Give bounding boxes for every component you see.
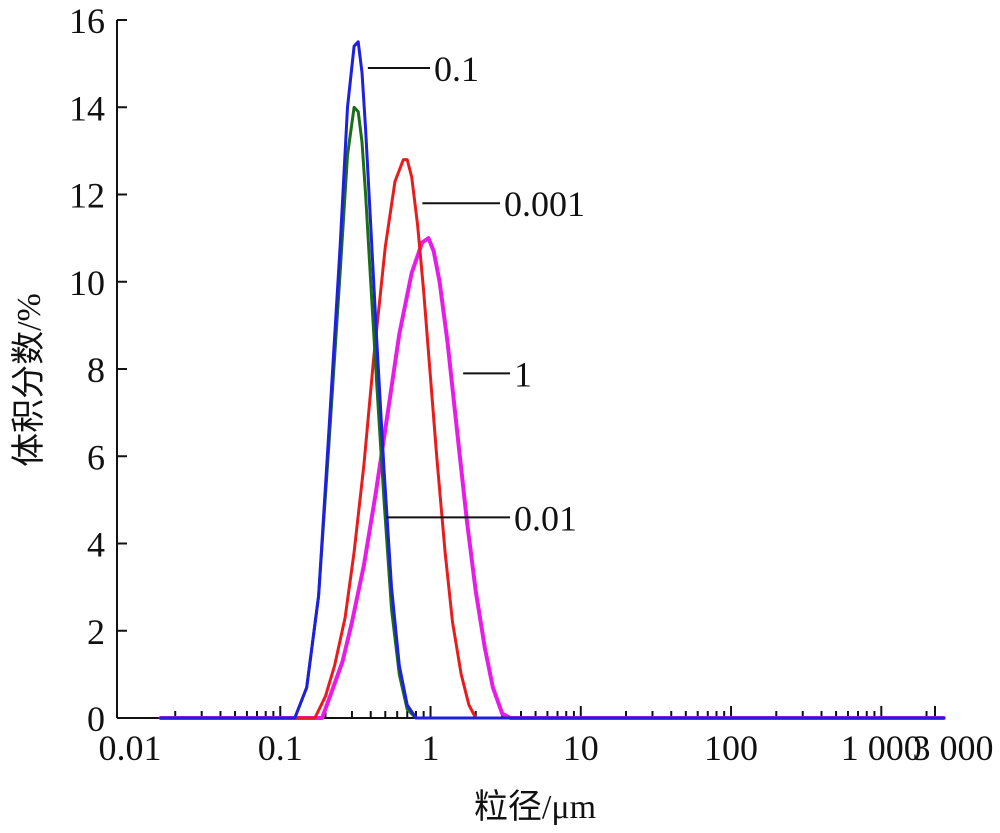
- y-axis-label: 体积分数/%: [10, 293, 48, 467]
- x-axis-label: 粒径/μm: [474, 788, 596, 826]
- y-tick-label: 14: [69, 88, 105, 128]
- y-tick-label: 16: [69, 1, 105, 41]
- x-tick-label: 1: [422, 728, 440, 768]
- annotation-layer: 0.1 0.001 1 0.01: [367, 49, 585, 538]
- y-ticks: 0 2 4 6 8 10 12 14 16: [69, 1, 127, 739]
- annotation-label: 0.01: [514, 498, 577, 538]
- y-tick-label: 2: [87, 612, 105, 652]
- x-tick-label: 1 000: [841, 728, 922, 768]
- y-tick-label: 4: [87, 525, 105, 565]
- y-tick-label: 8: [87, 350, 105, 390]
- series-line-0_001: [159, 158, 946, 720]
- y-tick-label: 0: [87, 699, 105, 739]
- x-tick-label: 0.01: [99, 728, 162, 768]
- x-tick-label: 3 000: [913, 728, 994, 768]
- annotation-label: 1: [514, 354, 532, 394]
- series-line-1: [158, 236, 946, 720]
- x-tick-label: 100: [704, 728, 758, 768]
- annotation-label: 0.001: [504, 184, 585, 224]
- x-tick-label: 0.1: [258, 728, 303, 768]
- y-tick-label: 10: [69, 263, 105, 303]
- series-line-0_1: [159, 40, 946, 720]
- series-layer: [158, 40, 946, 720]
- annotation-label: 0.1: [434, 49, 479, 89]
- x-tick-label: 10: [563, 728, 599, 768]
- y-tick-label: 12: [69, 176, 105, 216]
- y-tick-label: 6: [87, 437, 105, 477]
